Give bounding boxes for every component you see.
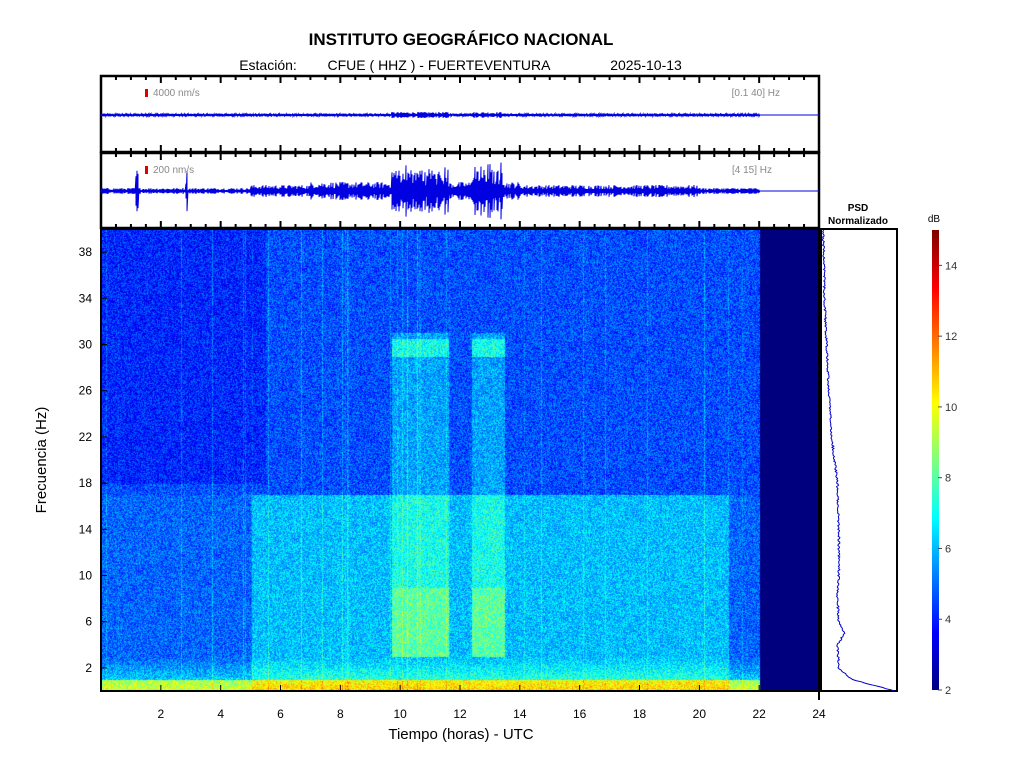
colorbar-tick-label: 12 xyxy=(945,331,957,343)
x-axis: 2 4 6 8 10 12 14 16 18 20 22 24 xyxy=(157,685,826,721)
waveform-trace xyxy=(100,111,819,119)
x-tick-label: 18 xyxy=(633,707,647,721)
colorbar-tick-label: 10 xyxy=(945,402,957,414)
colorbar-tick-label: 8 xyxy=(945,473,951,485)
y-tick-label: 6 xyxy=(85,615,92,629)
trace-panel-filtered: 200 nm/s [4 15] Hz xyxy=(99,151,821,230)
colorbar-ticks: 2 4 6 8 10 12 14 xyxy=(938,260,957,697)
colorbar-tick-label: 4 xyxy=(945,614,951,626)
y-tick-label: 22 xyxy=(79,430,93,444)
station-name: CFUE ( HHZ ) - FUERTEVENTURA xyxy=(328,57,552,73)
psd-curve xyxy=(821,229,895,692)
colorbar-tick-label: 6 xyxy=(945,543,951,555)
date-label: 2025-10-13 xyxy=(610,57,682,73)
psd-subtitle: Normalizado xyxy=(828,216,888,227)
y-tick-label: 34 xyxy=(79,291,93,305)
spectrogram-heatmap xyxy=(101,229,819,691)
colorbar-label: dB xyxy=(928,214,941,225)
x-tick-label: 10 xyxy=(393,707,407,721)
y-axis-label: Frecuencia (Hz) xyxy=(33,407,50,514)
colorbar-tick-label: 14 xyxy=(945,260,957,272)
x-tick-label: 12 xyxy=(453,707,467,721)
psd-title: PSD xyxy=(848,203,869,214)
psd-panel xyxy=(820,228,898,692)
waveform-path xyxy=(100,111,819,119)
waveform-trace xyxy=(100,162,819,220)
y-tick-label: 10 xyxy=(79,569,93,583)
scale-bar-icon xyxy=(145,89,148,97)
spectrogram-frame xyxy=(100,228,820,692)
y-tick-label: 30 xyxy=(79,338,93,352)
y-tick-label: 26 xyxy=(79,384,93,398)
x-tick-label: 20 xyxy=(693,707,707,721)
x-tick-label: 16 xyxy=(573,707,587,721)
trace-panel-broadband: 4000 nm/s [0.1 40] Hz xyxy=(99,74,821,154)
y-tick-label: 2 xyxy=(85,661,92,675)
x-tick-label: 24 xyxy=(812,707,826,721)
trace-scale: 200 nm/s xyxy=(153,165,194,176)
trace-scale: 4000 nm/s xyxy=(153,88,200,99)
colorbar-gradient xyxy=(932,230,939,690)
x-tick-label: 2 xyxy=(157,707,164,721)
colorbar-tick-label: 2 xyxy=(945,685,951,697)
x-axis-label: Tiempo (horas) - UTC xyxy=(388,726,533,743)
x-tick-label: 14 xyxy=(513,707,527,721)
trace-band: [4 15] Hz xyxy=(732,165,772,176)
y-tick-label: 38 xyxy=(79,245,93,259)
x-tick-label: 4 xyxy=(217,707,224,721)
trace-band: [0.1 40] Hz xyxy=(732,88,780,99)
y-tick-label: 18 xyxy=(79,476,93,490)
x-tick-label: 8 xyxy=(337,707,344,721)
station-label: Estación: xyxy=(239,57,297,73)
x-tick-label: 22 xyxy=(752,707,766,721)
scale-bar-icon xyxy=(145,166,148,174)
waveform-path xyxy=(100,162,819,220)
chart-title: INSTITUTO GEOGRÁFICO NACIONAL xyxy=(309,30,614,49)
x-tick-label: 6 xyxy=(277,707,284,721)
y-tick-label: 14 xyxy=(79,522,93,536)
